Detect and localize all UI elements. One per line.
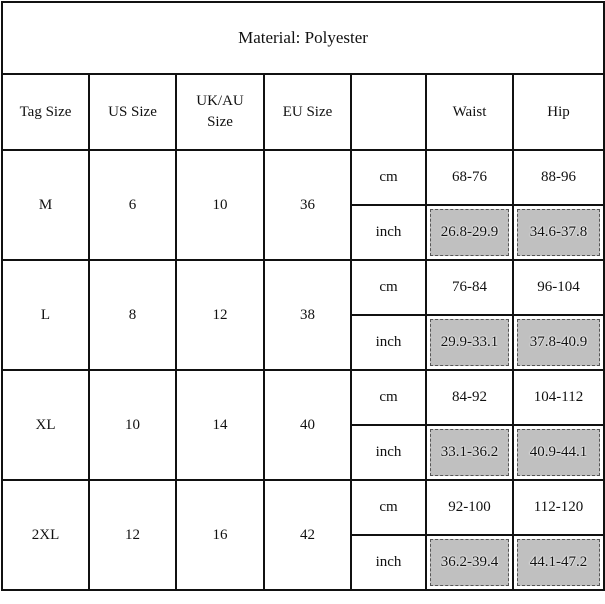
hip-cm-cell: 104-112: [511, 369, 605, 426]
waist-inch-cell: 36.2-39.4: [425, 534, 514, 591]
ukau-size-cell: 14: [175, 369, 265, 481]
hip-inch-cell-highlight: 34.6-37.8: [517, 209, 601, 256]
table-row: inch 36.2-39.4 44.1-47.2: [2, 534, 605, 591]
waist-cm-cell: 68-76: [425, 149, 514, 206]
hip-cm-cell: 88-96: [511, 149, 605, 206]
hip-inch-cell: 37.8-40.9: [511, 314, 605, 371]
header-eu-size: EU Size: [263, 73, 352, 151]
header-us-size: US Size: [88, 73, 177, 151]
hip-inch-cell: 34.6-37.8: [511, 204, 605, 261]
hip-cm-cell: 96-104: [511, 259, 605, 316]
us-size-cell: 6: [88, 149, 177, 261]
waist-cm-cell: 76-84: [425, 259, 514, 316]
table-row: XL 10 14 40 cm 84-92 104-112: [1, 369, 605, 481]
eu-size-cell: 42: [263, 479, 352, 591]
unit-cm-cell: cm: [350, 149, 427, 206]
header-hip: Hip: [511, 73, 605, 151]
waist-cm-cell: 84-92: [425, 369, 514, 426]
eu-size-cell: 40: [263, 369, 352, 481]
hip-inch-cell: 44.1-47.2: [511, 534, 605, 591]
ukau-size-cell: 10: [175, 149, 265, 261]
tag-size-cell: M: [1, 149, 90, 261]
waist-inch-cell: 29.9-33.1: [425, 314, 514, 371]
table-row: L 8 12 38 cm 76-84 96-104: [1, 259, 605, 371]
size-chart-table: Material: Polyester Tag Size US Size UK/…: [0, 1, 605, 591]
unit-cm-cell: cm: [350, 259, 427, 316]
header-unit: [350, 73, 427, 151]
table-row: inch 33.1-36.2 40.9-44.1: [2, 424, 605, 481]
eu-size-cell: 38: [263, 259, 352, 371]
table-row: inch 29.9-33.1 37.8-40.9: [2, 314, 605, 371]
waist-cm-cell: 92-100: [425, 479, 514, 536]
us-size-cell: 10: [88, 369, 177, 481]
eu-size-cell: 36: [263, 149, 352, 261]
waist-inch-cell: 33.1-36.2: [425, 424, 514, 481]
tag-size-cell: 2XL: [1, 479, 90, 591]
unit-cm-cell: cm: [350, 479, 427, 536]
waist-inch-cell-highlight: 29.9-33.1: [430, 319, 509, 366]
hip-inch-cell-highlight: 40.9-44.1: [517, 429, 601, 476]
waist-inch-cell-highlight: 36.2-39.4: [430, 539, 509, 586]
table-title: Material: Polyester: [0, 1, 605, 75]
unit-inch-cell: inch: [350, 204, 427, 261]
table-row: 2XL 12 16 42 cm 92-100 112-120: [1, 479, 605, 591]
us-size-cell: 8: [88, 259, 177, 371]
unit-inch-cell: inch: [350, 424, 427, 481]
hip-inch-cell-highlight: 44.1-47.2: [517, 539, 601, 586]
ukau-size-cell: 16: [175, 479, 265, 591]
header-tag-size: Tag Size: [1, 73, 90, 151]
table-row: M 6 10 36 cm 68-76 88-96: [1, 149, 605, 261]
header-row: Tag Size US Size UK/AU Size EU Size Wais…: [1, 73, 605, 151]
hip-inch-cell-highlight: 37.8-40.9: [517, 319, 601, 366]
tag-size-cell: XL: [1, 369, 90, 481]
waist-inch-cell-highlight: 26.8-29.9: [430, 209, 509, 256]
ukau-size-cell: 12: [175, 259, 265, 371]
waist-inch-cell: 26.8-29.9: [425, 204, 514, 261]
header-ukau-size: UK/AU Size: [175, 73, 265, 151]
header-waist: Waist: [425, 73, 514, 151]
tag-size-cell: L: [1, 259, 90, 371]
hip-inch-cell: 40.9-44.1: [511, 424, 605, 481]
unit-cm-cell: cm: [350, 369, 427, 426]
us-size-cell: 12: [88, 479, 177, 591]
unit-inch-cell: inch: [350, 314, 427, 371]
hip-cm-cell: 112-120: [511, 479, 605, 536]
table-row: inch 26.8-29.9 34.6-37.8: [2, 204, 605, 261]
unit-inch-cell: inch: [350, 534, 427, 591]
waist-inch-cell-highlight: 33.1-36.2: [430, 429, 509, 476]
